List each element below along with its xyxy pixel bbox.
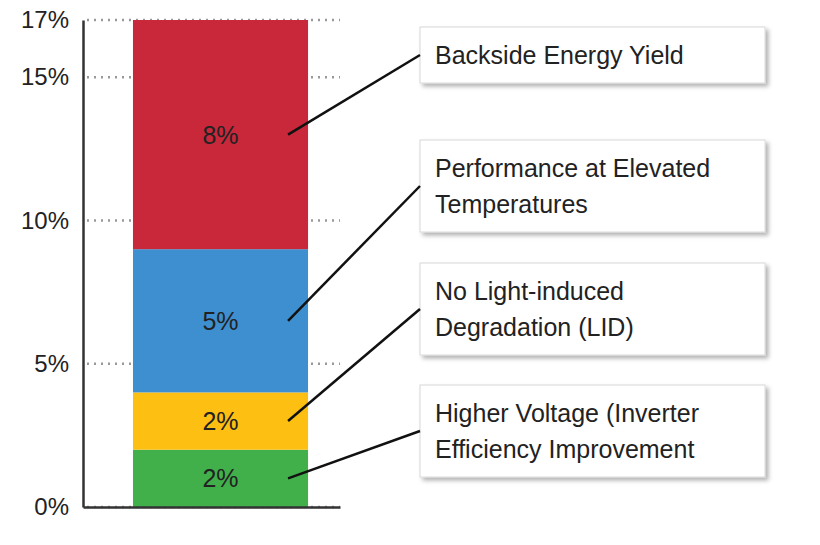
leader-line — [288, 431, 420, 478]
data-label: 8% — [202, 121, 238, 149]
callout-label: Higher Voltage (Inverter Efficiency Impro… — [435, 399, 699, 463]
callout-label-line: Degradation (LID) — [435, 313, 634, 341]
callout-label-line: Temperatures — [435, 190, 588, 218]
y-tick: 5% — [34, 350, 83, 377]
callout-label-line: Efficiency Improvement — [435, 435, 694, 463]
callout-box — [420, 263, 765, 355]
y-tick: 17% — [21, 6, 83, 33]
data-label: 2% — [202, 407, 238, 435]
bar-segment — [133, 392, 308, 449]
bars — [133, 20, 308, 507]
callouts: Backside Energy Yield Performance at Elev… — [288, 27, 765, 478]
data-labels: 2% 2% 5% 8% — [202, 121, 238, 493]
y-tick-label: 17% — [21, 6, 69, 33]
y-tick: 10% — [21, 207, 83, 234]
leader-line — [288, 309, 420, 421]
bar-segment — [133, 450, 308, 507]
callout-box — [420, 385, 765, 477]
callout-label: Performance at Elevated Temperatures — [435, 154, 710, 218]
bar-segment — [133, 249, 308, 392]
callout-label: No Light-induced Degradation (LID) — [435, 277, 634, 341]
y-tick-label: 0% — [34, 493, 69, 520]
y-axis: 0% 5% 10% 15% 17% — [21, 6, 84, 520]
y-axis-line — [82, 21, 85, 508]
data-label: 2% — [202, 464, 238, 492]
callout: Higher Voltage (Inverter Efficiency Impro… — [288, 385, 765, 478]
callout-label-line: No Light-induced — [435, 277, 624, 305]
callout: Backside Energy Yield — [288, 27, 765, 135]
leader-line — [288, 186, 420, 321]
callout-label-line: Higher Voltage (Inverter — [435, 399, 699, 427]
y-tick-label: 10% — [21, 207, 69, 234]
y-tick-label: 5% — [34, 350, 69, 377]
callout-label-line: Backside Energy Yield — [435, 41, 684, 69]
leader-line — [288, 55, 420, 135]
callout-label: Backside Energy Yield — [435, 41, 684, 69]
callout-label-line: Performance at Elevated — [435, 154, 710, 182]
chart: 0% 5% 10% 15% 17% 2% 2% 5% 8% Backside Energy Yie… — [0, 0, 820, 545]
y-tick-label: 15% — [21, 63, 69, 90]
grid — [87, 20, 340, 507]
y-tick: 15% — [21, 63, 83, 90]
bar-segment — [133, 20, 308, 249]
callout-box — [420, 140, 765, 232]
callout-box — [420, 27, 765, 83]
y-tick: 0% — [34, 493, 83, 520]
data-label: 5% — [202, 307, 238, 335]
x-axis-line — [84, 506, 341, 509]
x-axis — [84, 507, 341, 509]
